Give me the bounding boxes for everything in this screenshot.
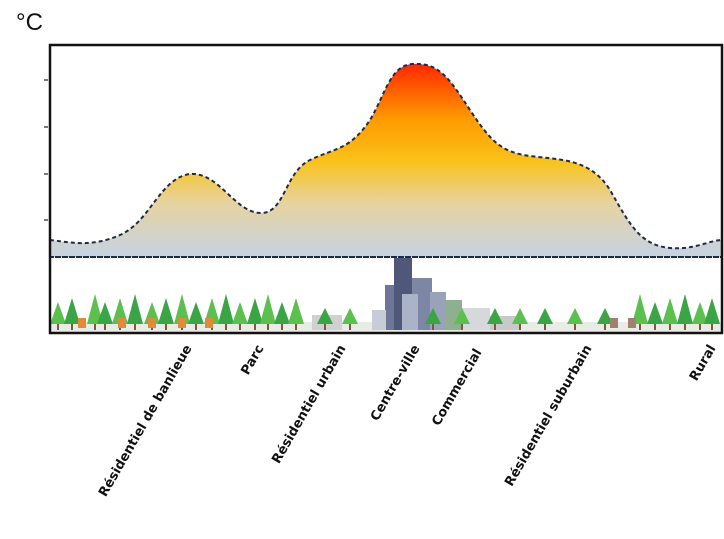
tree (537, 308, 553, 324)
tree (188, 302, 204, 324)
tree (127, 294, 143, 324)
unit-label: °C (16, 9, 43, 36)
zone-label: Parc (238, 343, 267, 378)
zone-label: Résidentiel de banlieue (96, 342, 195, 499)
tree (218, 294, 234, 324)
page: °C Résidentiel de banlieue Parc Résident… (0, 0, 724, 534)
tree (274, 302, 290, 324)
house (205, 318, 213, 328)
zone-label: Commercial (429, 347, 485, 429)
tree (232, 302, 248, 324)
house (78, 318, 86, 328)
skyline (50, 258, 722, 332)
house (610, 318, 618, 328)
tree (662, 298, 678, 324)
zone-label: Résidentiel urbain (269, 343, 349, 467)
house (118, 318, 126, 328)
tree (64, 298, 80, 324)
tree (342, 308, 358, 324)
house (178, 318, 186, 328)
heat-island-diagram: °C Résidentiel de banlieue Parc Résident… (0, 0, 724, 534)
tree (50, 302, 66, 324)
tree (247, 298, 263, 324)
zone-label: Rural (687, 343, 719, 384)
zone-label: Résidentiel suburbain (502, 343, 595, 490)
axis-ticks (44, 80, 48, 220)
zone-label: Centre-ville (368, 342, 424, 423)
tree (158, 298, 174, 324)
tree (567, 308, 583, 324)
tree (647, 302, 663, 324)
zone-labels: Résidentiel de banlieue Parc Résidentiel… (96, 342, 719, 499)
tree (677, 294, 693, 324)
tree (704, 298, 720, 324)
temperature-profile (50, 64, 722, 257)
house (628, 318, 636, 328)
tree (260, 294, 276, 324)
house (148, 318, 156, 328)
tree (288, 298, 304, 324)
